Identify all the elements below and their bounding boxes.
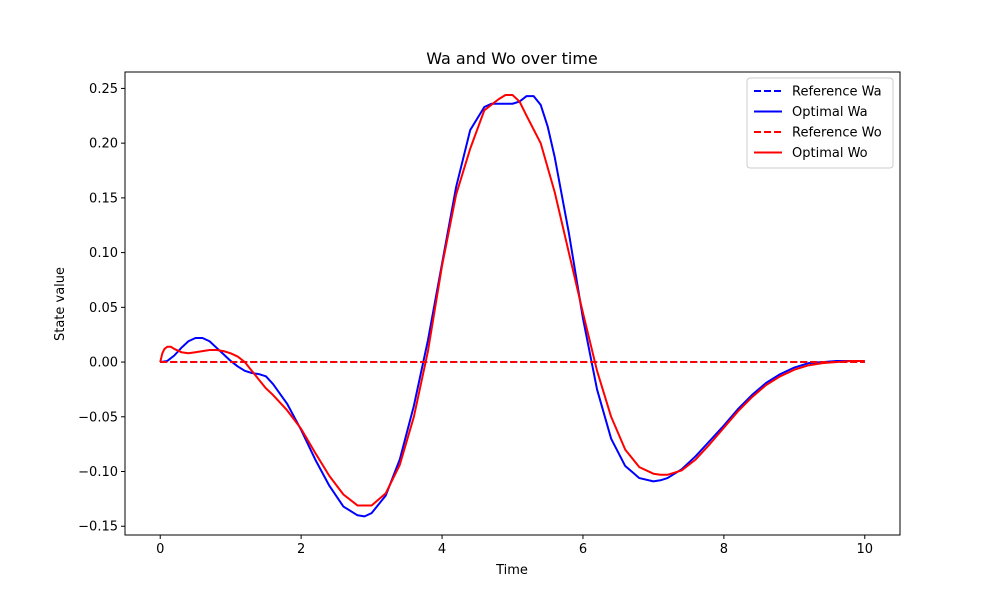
y-tick-label: 0.00 <box>89 356 118 371</box>
x-tick-label: 10 <box>856 542 873 557</box>
y-tick-label: −0.10 <box>78 465 118 480</box>
x-tick-label: 2 <box>297 542 305 557</box>
x-axis: 0 2 4 6 8 10 <box>156 535 873 557</box>
series-line-optimal-wa <box>160 95 865 518</box>
y-tick-label: 0.10 <box>89 246 118 261</box>
legend-label: Optimal Wo <box>792 146 868 161</box>
y-tick-label: 0.25 <box>89 82 118 97</box>
legend: Reference Wa Optimal Wa Reference Wo Optima… <box>746 77 894 169</box>
y-tick-label: −0.15 <box>78 520 118 535</box>
y-tick-label: 0.05 <box>89 301 118 316</box>
legend-label: Reference Wo <box>792 126 882 141</box>
plot-frame <box>124 71 901 536</box>
y-tick-label: 0.15 <box>89 191 118 206</box>
series-line-optimal-wo <box>159 93 865 507</box>
x-tick-label: 4 <box>438 542 446 557</box>
legend-label: Optimal Wa <box>792 105 868 120</box>
y-axis-label: State value <box>53 267 68 341</box>
plot-area: 0 2 4 6 8 10 −0.15 −0.10 −0.05 0.00 0.05 0.10 0.15 0… <box>78 71 901 557</box>
chart-title: Wa and Wo over time <box>426 49 598 68</box>
y-tick-label: −0.05 <box>78 410 118 425</box>
x-tick-label: 0 <box>156 542 164 557</box>
x-tick-label: 6 <box>579 542 587 557</box>
legend-box <box>746 77 894 169</box>
series-layer <box>159 93 865 518</box>
y-axis: −0.15 −0.10 −0.05 0.00 0.05 0.10 0.15 0.20 0.25 <box>78 82 125 535</box>
x-tick-label: 8 <box>720 542 728 557</box>
y-tick-label: 0.20 <box>89 137 118 152</box>
legend-label: Reference Wa <box>792 85 882 100</box>
x-axis-label: Time <box>495 563 528 578</box>
